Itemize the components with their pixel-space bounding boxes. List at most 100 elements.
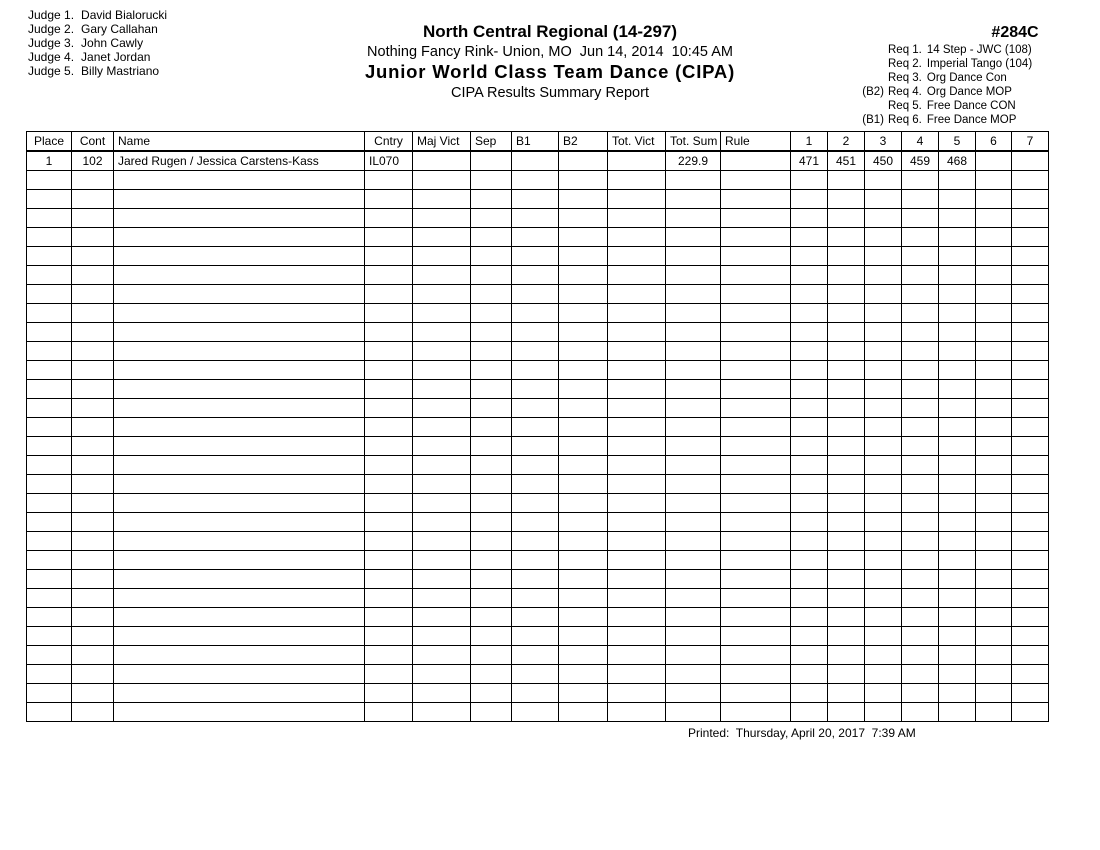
empty-cell-sep (470, 341, 512, 361)
cell-place: 1 (26, 150, 72, 171)
empty-cell-j6 (975, 341, 1012, 361)
empty-cell-b2 (558, 436, 608, 456)
empty-cell-j2 (827, 303, 865, 323)
empty-cell-j3 (864, 170, 902, 190)
results-table-head: Place Cont Name Cntry Maj Vict Sep B1 B2 Tot. Vi… (26, 131, 1049, 152)
judge-name: Gary Callahan (81, 22, 158, 36)
empty-cell-rule (720, 531, 791, 551)
empty-cell-rule (720, 360, 791, 380)
empty-cell-j4 (901, 531, 939, 551)
judge-name: John Cawly (81, 36, 144, 50)
empty-cell-b1 (511, 493, 559, 513)
empty-cell-j2 (827, 284, 865, 304)
empty-cell-j3 (864, 398, 902, 418)
empty-cell-j2 (827, 683, 865, 703)
empty-cell-place (26, 436, 72, 456)
judge-name: Billy Mastriano (81, 64, 160, 78)
cell-tot_sum: 229.9 (665, 150, 721, 171)
empty-cell-cntry (364, 284, 413, 304)
empty-cell-j6 (975, 417, 1012, 437)
empty-cell-tot_sum (665, 550, 721, 570)
empty-cell-j6 (975, 626, 1012, 646)
empty-row (26, 284, 1049, 304)
empty-cell-j7 (1011, 645, 1049, 665)
empty-cell-place (26, 227, 72, 247)
empty-cell-cntry (364, 493, 413, 513)
empty-cell-j1 (790, 512, 828, 532)
result-row: 1 102 Jared Rugen / Jessica Carstens-Kass I… (26, 150, 1049, 171)
empty-cell-j1 (790, 455, 828, 475)
empty-cell-b1 (511, 379, 559, 399)
empty-cell-b1 (511, 702, 559, 722)
empty-cell-cntry (364, 550, 413, 570)
empty-cell-b1 (511, 265, 559, 285)
empty-cell-place (26, 170, 72, 190)
empty-cell-b2 (558, 379, 608, 399)
empty-cell-sep (470, 683, 512, 703)
empty-cell-j1 (790, 227, 828, 247)
empty-cell-name (113, 626, 365, 646)
empty-cell-cont (71, 474, 114, 494)
empty-cell-j7 (1011, 303, 1049, 323)
empty-cell-tot_vict (607, 645, 666, 665)
empty-cell-place (26, 322, 72, 342)
empty-cell-j3 (864, 607, 902, 627)
requirements-list: Req 1. 14 Step - JWC (108) Req 2. Imperial … (846, 43, 1032, 127)
empty-cell-j1 (790, 341, 828, 361)
empty-cell-cont (71, 626, 114, 646)
empty-cell-maj_vict (412, 284, 471, 304)
empty-cell-j2 (827, 607, 865, 627)
empty-cell-cont (71, 531, 114, 551)
empty-cell-place (26, 626, 72, 646)
empty-cell-j5 (938, 702, 976, 722)
requirement-line: (B2) Req 4. Org Dance MOP (846, 85, 1032, 99)
empty-cell-j2 (827, 341, 865, 361)
empty-cell-name (113, 360, 365, 380)
empty-cell-name (113, 607, 365, 627)
empty-cell-name (113, 303, 365, 323)
empty-cell-place (26, 645, 72, 665)
empty-cell-tot_vict (607, 246, 666, 266)
col-header-j4: 4 (901, 131, 939, 152)
requirement-prefix: (B1) (862, 114, 884, 126)
empty-cell-maj_vict (412, 512, 471, 532)
empty-cell-cntry (364, 246, 413, 266)
empty-cell-j5 (938, 645, 976, 665)
cell-j6 (975, 150, 1012, 171)
empty-cell-b2 (558, 607, 608, 627)
empty-cell-j4 (901, 265, 939, 285)
event-number: #284C (991, 24, 1039, 41)
empty-cell-name (113, 588, 365, 608)
empty-cell-j5 (938, 208, 976, 228)
empty-cell-cont (71, 189, 114, 209)
empty-cell-name (113, 436, 365, 456)
empty-cell-b2 (558, 512, 608, 532)
empty-cell-tot_sum (665, 265, 721, 285)
empty-cell-j7 (1011, 550, 1049, 570)
empty-cell-j5 (938, 360, 976, 380)
empty-cell-cont (71, 341, 114, 361)
empty-cell-j5 (938, 569, 976, 589)
empty-row (26, 246, 1049, 266)
empty-cell-j6 (975, 664, 1012, 684)
empty-cell-j2 (827, 189, 865, 209)
empty-cell-j6 (975, 436, 1012, 456)
col-header-tot_sum: Tot. Sum (665, 131, 721, 152)
col-header-j5: 5 (938, 131, 976, 152)
empty-cell-cntry (364, 645, 413, 665)
empty-cell-tot_vict (607, 284, 666, 304)
venue-date-line: Nothing Fancy Rink- Union, MO Jun 14, 20… (367, 44, 733, 60)
empty-cell-sep (470, 607, 512, 627)
judge-name: David Bialorucki (81, 8, 168, 22)
empty-cell-j3 (864, 322, 902, 342)
empty-cell-j3 (864, 512, 902, 532)
judge-label: Judge 2. (28, 22, 75, 36)
empty-cell-j5 (938, 626, 976, 646)
empty-cell-b1 (511, 341, 559, 361)
empty-cell-j6 (975, 227, 1012, 247)
empty-cell-cont (71, 607, 114, 627)
empty-cell-sep (470, 208, 512, 228)
cell-j4: 459 (901, 150, 939, 171)
empty-cell-maj_vict (412, 227, 471, 247)
empty-cell-cont (71, 455, 114, 475)
